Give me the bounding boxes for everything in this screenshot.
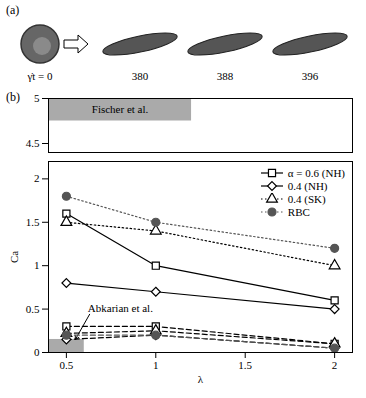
svg-text:1.5: 1.5 bbox=[26, 216, 40, 228]
svg-text:Ca: Ca bbox=[8, 251, 20, 263]
svg-text:Abkarian et al.: Abkarian et al. bbox=[88, 302, 153, 314]
svg-text:4.5: 4.5 bbox=[26, 137, 40, 149]
html-text:0.4 (NH): 0.4 (NH) bbox=[287, 179, 328, 192]
svg-text:2: 2 bbox=[332, 359, 338, 371]
html-text:RBC: RBC bbox=[287, 205, 310, 218]
svg-text:0.5: 0.5 bbox=[26, 303, 40, 315]
html-text:α = 0.6 (NH): α = 0.6 (NH) bbox=[287, 166, 345, 179]
svg-text:5: 5 bbox=[34, 92, 40, 104]
html-text:(b): (b) bbox=[6, 90, 20, 104]
svg-text:388: 388 bbox=[217, 70, 234, 82]
svg-text:λ: λ bbox=[198, 373, 204, 385]
svg-text:2: 2 bbox=[34, 172, 40, 184]
svg-text:1.5: 1.5 bbox=[238, 359, 252, 371]
svg-text:1: 1 bbox=[153, 359, 159, 371]
html-text:0.4 (SK): 0.4 (SK) bbox=[287, 192, 326, 205]
svg-text:380: 380 bbox=[132, 70, 149, 82]
svg-text:0.5: 0.5 bbox=[60, 359, 74, 371]
svg-text:Fischer et al.: Fischer et al. bbox=[92, 103, 149, 115]
svg-text:γ̇t = 0: γ̇t = 0 bbox=[26, 70, 53, 82]
svg-text:0: 0 bbox=[34, 346, 40, 358]
svg-text:1: 1 bbox=[34, 259, 40, 271]
svg-text:(a): (a) bbox=[6, 3, 19, 17]
svg-text:396: 396 bbox=[302, 70, 319, 82]
